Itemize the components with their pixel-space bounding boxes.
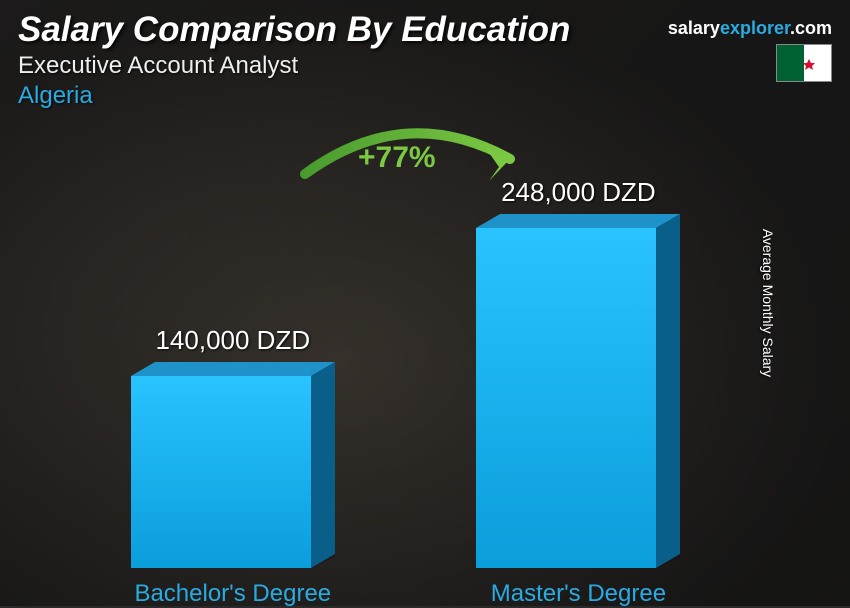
- brand-part3: .com: [790, 18, 832, 38]
- country-name: Algeria: [18, 82, 832, 110]
- bar-value-label: 140,000 DZD: [131, 325, 335, 356]
- country-flag-icon: [776, 44, 832, 82]
- bar-chart: +77% 140,000 DZD Bachelor's Degree 248,0…: [60, 135, 780, 576]
- infographic-container: Salary Comparison By Education Executive…: [0, 0, 850, 606]
- bar-category-label: Master's Degree: [476, 580, 680, 608]
- bar-shape: [131, 362, 335, 568]
- brand-part1: salary: [668, 18, 720, 38]
- job-title: Executive Account Analyst: [18, 52, 832, 80]
- bar-shape: [476, 214, 680, 568]
- bar-value-label: 248,000 DZD: [476, 177, 680, 208]
- brand-logo: salaryexplorer.com: [668, 18, 832, 39]
- brand-part2: explorer: [720, 18, 790, 38]
- percentage-increase-label: +77%: [358, 141, 436, 175]
- bar-category-label: Bachelor's Degree: [131, 580, 335, 608]
